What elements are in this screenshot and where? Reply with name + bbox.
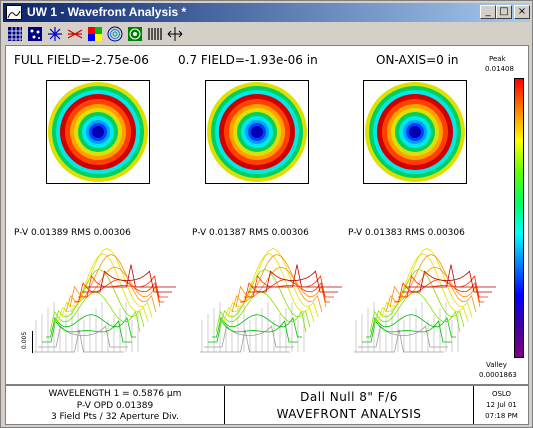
wavefront-plot-area: FULL FIELD=-2.75e-06 0.7 FIELD=-1.93e-06…	[5, 45, 529, 385]
wavefront-map-onaxis	[363, 80, 467, 184]
field-points-text: 3 Field Pts / 32 Aperture Div.	[50, 412, 180, 422]
spots-icon[interactable]	[27, 26, 43, 42]
axis-scale-bar	[32, 331, 33, 353]
arrows-icon[interactable]	[167, 26, 183, 42]
wavefront-map-07	[205, 80, 309, 184]
color-grid-icon[interactable]	[87, 26, 103, 42]
axis-scale-label: 0.005	[21, 331, 28, 349]
lens-title: Dall Null 8" F/6	[300, 390, 398, 404]
wavelength-text: WAVELENGTH 1 = 0.5876 µm	[48, 389, 182, 399]
pv-opd-text: P-V OPD 0.01389	[76, 401, 154, 411]
minimize-button[interactable]: _	[480, 5, 496, 19]
contour-icon[interactable]	[107, 26, 123, 42]
pv-rms-07: P-V 0.01387 RMS 0.00306	[192, 228, 309, 238]
info-footer: WAVELENGTH 1 = 0.5876 µm P-V OPD 0.01389…	[5, 385, 529, 425]
field-label-07: 0.7 FIELD=-1.93e-06 in	[178, 53, 318, 67]
rays-icon[interactable]	[67, 26, 83, 42]
title-bar[interactable]: UW 1 - Wavefront Analysis * _ □ ×	[3, 3, 530, 22]
bars-icon[interactable]	[147, 26, 163, 42]
grid-icon[interactable]	[7, 26, 23, 42]
pv-rms-onaxis: P-V 0.01383 RMS 0.00306	[348, 228, 465, 238]
field-label-full: FULL FIELD=-2.75e-06	[14, 53, 149, 67]
date-text: 12 Jul 01	[486, 401, 517, 409]
valley-value: 0.0001863	[479, 371, 517, 379]
wavefront-3d-full	[34, 248, 176, 353]
peak-value: 0.01408	[485, 65, 514, 73]
peak-label: Peak	[489, 55, 506, 63]
analysis-title: WAVEFRONT ANALYSIS	[276, 407, 422, 421]
pv-rms-full: P-V 0.01389 RMS 0.00306	[14, 228, 131, 238]
toolbar	[3, 24, 530, 44]
footer-divider-right	[473, 386, 474, 424]
star-icon[interactable]	[47, 26, 63, 42]
wavefront-3d-onaxis	[354, 248, 496, 353]
footer-divider-left	[224, 386, 225, 424]
time-text: 07:18 PM	[485, 412, 518, 420]
maximize-button[interactable]: □	[496, 5, 512, 19]
field-label-onaxis: ON-AXIS=0 in	[376, 53, 459, 67]
color-scale-bar	[514, 78, 524, 358]
program-name: OSLO	[491, 390, 512, 398]
valley-label: Valley	[486, 361, 507, 369]
wavefront-3d-07	[200, 248, 342, 353]
app-icon[interactable]	[6, 5, 22, 20]
wavefront-map-full	[46, 80, 150, 184]
window-title: UW 1 - Wavefront Analysis *	[27, 5, 187, 19]
close-button[interactable]: ×	[514, 5, 530, 19]
target-icon[interactable]	[127, 26, 143, 42]
